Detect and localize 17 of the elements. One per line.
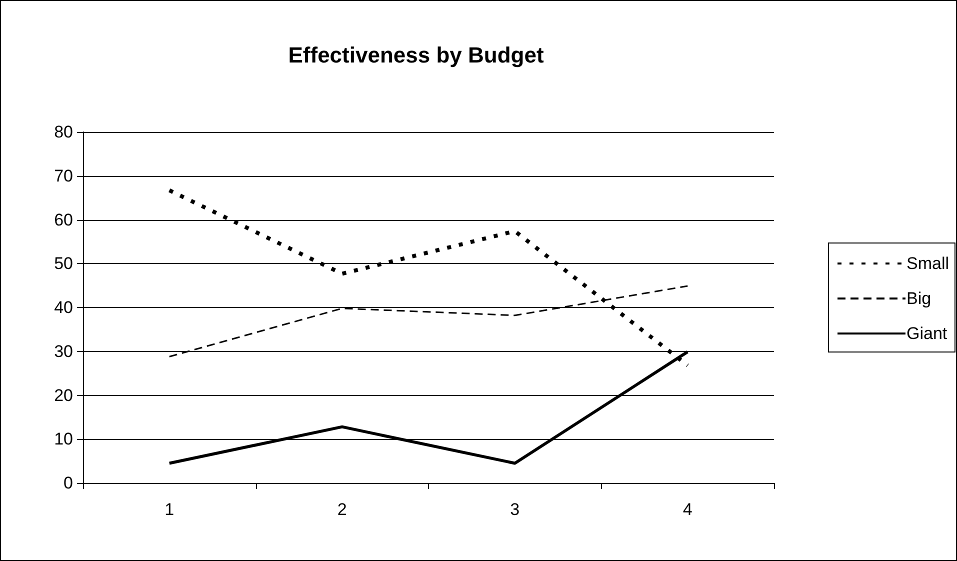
y-tick-label: 50 bbox=[54, 254, 73, 274]
x-tick-label: 4 bbox=[682, 500, 692, 519]
y-tick-label: 20 bbox=[54, 386, 73, 405]
chart-title: Effectiveness by Budget bbox=[288, 42, 544, 68]
legend-label: Small bbox=[906, 254, 950, 273]
legend-label: Giant bbox=[906, 324, 948, 343]
y-tick-label: 30 bbox=[54, 342, 73, 361]
x-tick-label: 2 bbox=[337, 500, 347, 519]
y-tick-label: 60 bbox=[54, 210, 73, 230]
legend-label: Big bbox=[906, 289, 932, 308]
x-tick-label: 3 bbox=[510, 500, 520, 519]
x-tick-label: 1 bbox=[164, 500, 174, 519]
y-tick-label: 40 bbox=[54, 298, 73, 317]
y-tick-label: 80 bbox=[54, 122, 73, 142]
y-tick-label: 70 bbox=[54, 166, 73, 186]
y-tick-label: 10 bbox=[54, 430, 73, 449]
y-tick-label: 0 bbox=[64, 474, 73, 492]
